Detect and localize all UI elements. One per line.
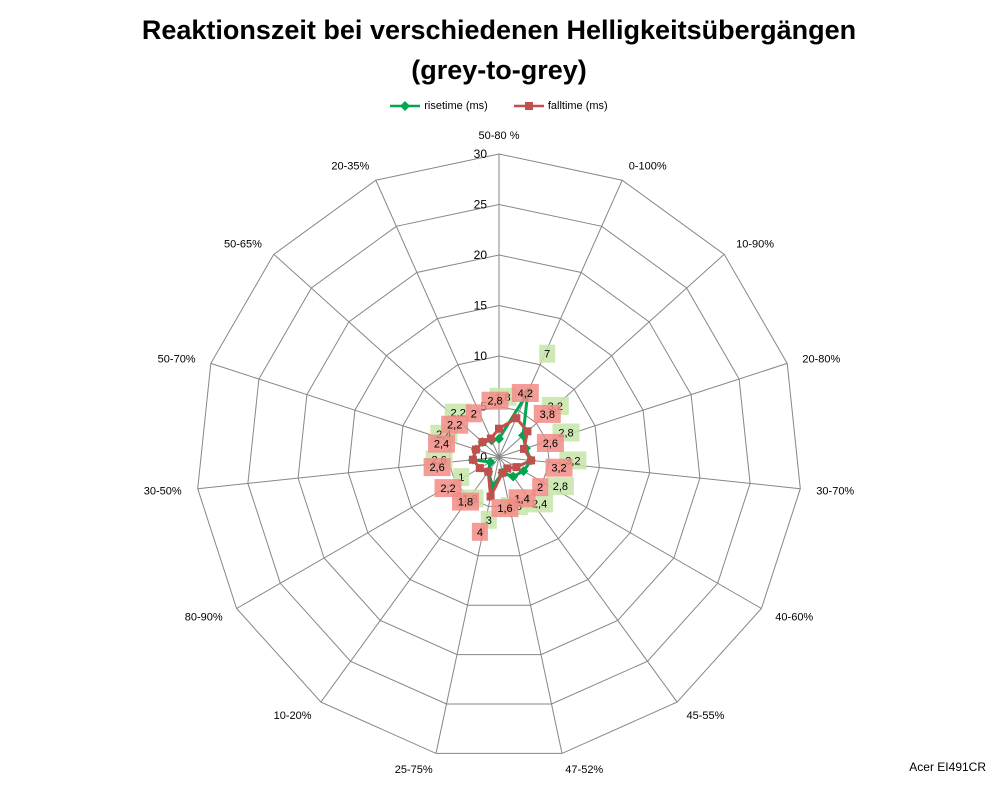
falltime-data-label-box bbox=[441, 415, 469, 434]
falltime-data-label: 4 bbox=[477, 527, 483, 539]
falltime-data-label: 2,6 bbox=[429, 462, 444, 474]
radial-tick-label: 25 bbox=[474, 198, 488, 212]
falltime-point bbox=[495, 424, 503, 433]
falltime-data-label-box bbox=[536, 434, 564, 452]
grid-ring-4 bbox=[297, 254, 701, 656]
falltime-point bbox=[486, 434, 495, 443]
legend-marker-falltime bbox=[513, 102, 544, 110]
legend-item-risetime: risetime (ms) bbox=[390, 100, 488, 112]
falltime-point bbox=[471, 445, 480, 454]
grid-ring-2 bbox=[398, 355, 600, 557]
falltime-point bbox=[527, 456, 536, 465]
risetime-point bbox=[518, 466, 529, 477]
risetime-point bbox=[508, 471, 519, 482]
category-label: 50-80 % bbox=[479, 130, 520, 142]
falltime-data-label: 2,6 bbox=[543, 438, 558, 450]
category-label: 80-90% bbox=[185, 612, 223, 624]
falltime-data-label: 1,6 bbox=[497, 503, 512, 515]
falltime-data-label: 2,2 bbox=[447, 420, 462, 432]
radial-tick-label: 10 bbox=[474, 349, 488, 363]
falltime-point bbox=[478, 438, 487, 447]
falltime-data-label-box bbox=[471, 522, 488, 541]
falltime-point bbox=[503, 464, 512, 473]
category-label: 10-90% bbox=[736, 239, 774, 251]
falltime-data-label: 2,4 bbox=[434, 439, 449, 451]
falltime-data-label-box bbox=[423, 458, 451, 477]
falltime-data-label-box bbox=[428, 434, 455, 453]
category-label: 10-20% bbox=[274, 710, 312, 722]
falltime-data-label: 4,2 bbox=[518, 388, 533, 400]
falltime-data-label: 2 bbox=[537, 482, 543, 494]
falltime-point bbox=[523, 427, 532, 436]
chart-title-line-2: (grey-to-grey) bbox=[411, 55, 587, 85]
radial-tick-label: 0 bbox=[480, 450, 487, 464]
category-label: 47-52% bbox=[565, 764, 603, 776]
category-label: 25-75% bbox=[395, 764, 433, 776]
category-label: 30-50% bbox=[144, 485, 182, 497]
falltime-point bbox=[512, 463, 521, 472]
chart-legend: risetime (ms) falltime (ms) bbox=[0, 100, 998, 112]
grid-ring-5 bbox=[247, 203, 751, 705]
falltime-point bbox=[498, 468, 507, 477]
category-label: 40-60% bbox=[775, 612, 813, 624]
chart-title-line-1: Reaktionszeit bei verschiedenen Helligke… bbox=[141, 15, 857, 45]
falltime-data-label: 3,8 bbox=[540, 409, 555, 421]
radial-tick-label: 15 bbox=[474, 299, 488, 313]
grid-spoke-8 bbox=[435, 456, 500, 754]
falltime-point bbox=[475, 464, 484, 473]
falltime-data-label: 2,2 bbox=[440, 483, 455, 495]
grid-ring-3 bbox=[347, 304, 651, 606]
category-label: 20-35% bbox=[331, 161, 369, 173]
category-label: 45-55% bbox=[687, 710, 725, 722]
falltime-point bbox=[468, 455, 477, 464]
category-label: 0-100% bbox=[629, 161, 667, 173]
falltime-data-label-box bbox=[511, 384, 539, 402]
falltime-data-label-box bbox=[491, 499, 519, 518]
category-label: 20-80% bbox=[802, 353, 840, 365]
falltime-point bbox=[484, 467, 493, 476]
falltime-data-label: 2,8 bbox=[487, 396, 502, 408]
falltime-data-label-box bbox=[434, 479, 462, 498]
category-label: 50-65% bbox=[224, 239, 262, 251]
grid-ring-6 bbox=[197, 153, 801, 754]
risetime-point bbox=[494, 433, 504, 444]
risetime-data-label-box bbox=[546, 477, 574, 496]
legend-item-falltime: falltime (ms) bbox=[513, 100, 608, 112]
falltime-data-label: 2 bbox=[471, 408, 477, 420]
falltime-point bbox=[512, 414, 521, 423]
grid-spoke-1 bbox=[498, 179, 623, 458]
legend-marker-risetime bbox=[390, 101, 421, 111]
risetime-data-label-box bbox=[539, 344, 556, 363]
category-label: 30-70% bbox=[816, 485, 854, 497]
radial-tick-label: 30 bbox=[474, 147, 488, 161]
falltime-data-label-box bbox=[545, 458, 573, 477]
falltime-data-label-box bbox=[532, 478, 549, 497]
risetime-data-label: 2,4 bbox=[532, 498, 547, 510]
risetime-data-label: 3 bbox=[486, 515, 492, 527]
falltime-data-label: 1,8 bbox=[458, 497, 473, 509]
radial-tick-label: 20 bbox=[474, 248, 488, 262]
category-label: 50-70% bbox=[158, 353, 196, 365]
legend-label-falltime: falltime (ms) bbox=[547, 100, 608, 112]
falltime-point bbox=[520, 444, 528, 453]
grid-spoke-2 bbox=[498, 253, 725, 458]
falltime-data-label-box bbox=[465, 404, 482, 423]
falltime-point bbox=[486, 492, 495, 501]
risetime-data-label: 2,8 bbox=[553, 481, 568, 493]
legend-label-risetime: risetime (ms) bbox=[424, 100, 488, 112]
falltime-data-label-box bbox=[533, 404, 561, 423]
falltime-data-label: 3,2 bbox=[551, 463, 566, 475]
risetime-data-label: 7 bbox=[544, 349, 550, 361]
monitor-model-label: Acer EI491CR bbox=[909, 760, 986, 774]
risetime-data-label: 1 bbox=[458, 472, 464, 484]
falltime-data-label-box bbox=[481, 391, 509, 410]
risetime-point bbox=[485, 457, 496, 468]
